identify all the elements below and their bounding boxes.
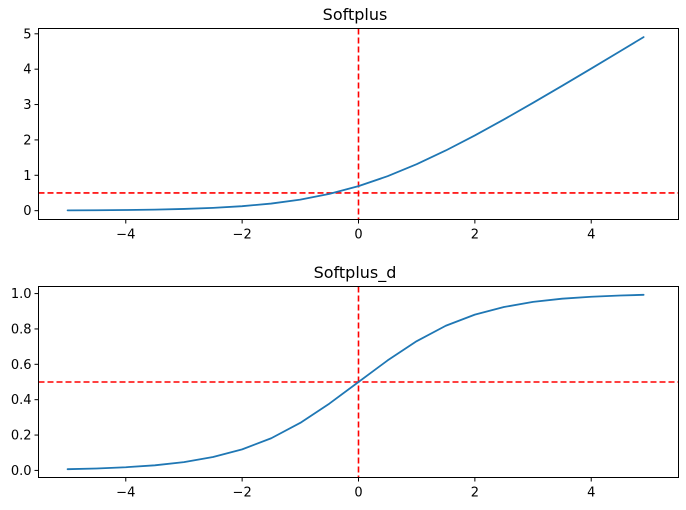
softplus-derivative-subplot: Softplus_d −4 −2 0 2 4 0.0 0.2 0.4 0.6 0.8 1.0 bbox=[11, 263, 679, 501]
x-tick-label: −2 bbox=[233, 228, 252, 243]
y-tick-label: 2 bbox=[23, 133, 31, 148]
y-tick-label: 0.8 bbox=[11, 322, 32, 337]
y-tick-label: 4 bbox=[23, 63, 31, 78]
series-line bbox=[66, 36, 645, 212]
x-tick-label: −4 bbox=[116, 228, 135, 243]
y-tick-label: 0 bbox=[23, 204, 31, 219]
y-tick-label: 1.0 bbox=[11, 287, 32, 302]
y-tick-label: 0.6 bbox=[11, 358, 32, 373]
x-tick-label: 2 bbox=[471, 228, 479, 243]
y-tick-label: 0.0 bbox=[11, 464, 32, 479]
softplus-subplot: Softplus −4 −2 0 2 4 0 1 2 3 4 5 bbox=[23, 5, 679, 243]
x-tick-label: −2 bbox=[233, 486, 252, 501]
subplot-title: Softplus bbox=[323, 5, 388, 24]
y-tick-label: 1 bbox=[23, 169, 31, 184]
x-tick-label: 0 bbox=[354, 486, 362, 501]
series-line bbox=[66, 293, 645, 471]
x-tick-label: 0 bbox=[354, 228, 362, 243]
subplot-title: Softplus_d bbox=[314, 263, 397, 283]
y-tick-label: 0.4 bbox=[11, 393, 32, 408]
y-tick-label: 3 bbox=[23, 98, 31, 113]
x-tick-label: 2 bbox=[471, 486, 479, 501]
y-tick-label: 0.2 bbox=[11, 429, 32, 444]
x-tick-label: 4 bbox=[587, 228, 595, 243]
x-tick-label: 4 bbox=[587, 486, 595, 501]
y-tick-label: 5 bbox=[23, 27, 31, 42]
x-tick-label: −4 bbox=[116, 486, 135, 501]
